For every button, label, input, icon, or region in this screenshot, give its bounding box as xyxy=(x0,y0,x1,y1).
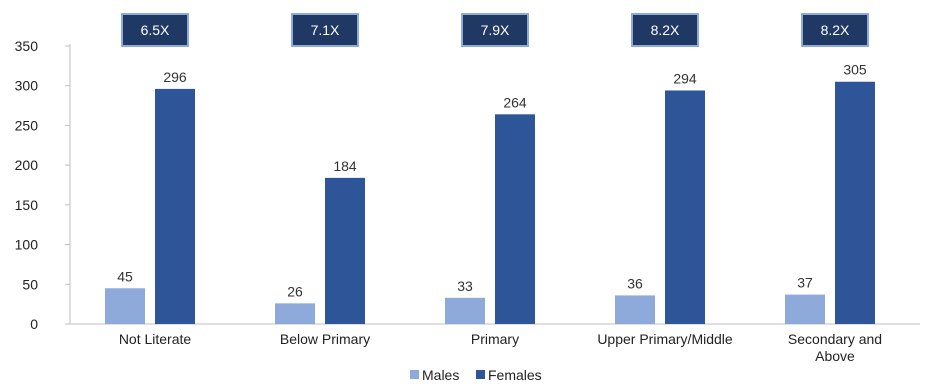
legend-label-males: Males xyxy=(422,367,459,383)
ratio-annotation-box xyxy=(291,13,359,47)
x-category-label: Below Primary xyxy=(280,331,370,347)
ratio-annotation-box xyxy=(631,13,699,47)
bar-females-2 xyxy=(495,114,535,325)
bar-males-1 xyxy=(275,303,315,324)
legend-swatch-females xyxy=(476,370,485,379)
x-category-label: Upper Primary/Middle xyxy=(597,331,733,347)
x-category-label: Not Literate xyxy=(119,331,192,347)
y-tick-label: 150 xyxy=(15,197,39,213)
bar-males-2 xyxy=(445,297,485,324)
data-label-males-0: 45 xyxy=(117,268,133,284)
ratio-annotation-box xyxy=(461,13,529,47)
data-label-females-3: 294 xyxy=(673,70,697,86)
data-label-females-4: 305 xyxy=(843,62,867,78)
bar-females-4 xyxy=(835,81,875,324)
ratio-annotation-text: 8.2X xyxy=(651,22,680,38)
data-label-females-2: 264 xyxy=(503,94,527,110)
ratio-annotation-text: 7.1X xyxy=(311,22,340,38)
bar-males-3 xyxy=(615,295,655,324)
data-label-males-4: 37 xyxy=(797,275,813,291)
bar-females-0 xyxy=(155,88,195,325)
ratio-annotation-text: 8.2X xyxy=(821,22,850,38)
bar-males-0 xyxy=(105,288,145,324)
ratio-annotation-text: 7.9X xyxy=(481,22,510,38)
data-label-males-3: 36 xyxy=(627,275,643,291)
data-label-females-0: 296 xyxy=(163,69,187,85)
y-tick-label: 200 xyxy=(15,157,39,173)
ratio-annotation-box xyxy=(121,13,189,47)
legend-swatch-males xyxy=(410,370,419,379)
y-tick-label: 50 xyxy=(22,276,38,292)
ratio-annotation-box xyxy=(801,13,869,47)
data-label-males-2: 33 xyxy=(457,278,473,294)
y-tick-label: 350 xyxy=(15,38,39,54)
y-tick-label: 300 xyxy=(15,78,39,94)
legend-label-females: Females xyxy=(488,367,542,383)
y-tick-label: 0 xyxy=(30,316,38,332)
bar-males-4 xyxy=(785,294,825,324)
bar-females-3 xyxy=(665,90,705,324)
x-category-label: Secondary and xyxy=(788,331,882,347)
data-label-females-1: 184 xyxy=(333,158,357,174)
data-label-males-1: 26 xyxy=(287,283,303,299)
x-category-label: Above xyxy=(815,348,855,364)
bar-females-1 xyxy=(325,177,365,324)
y-tick-label: 100 xyxy=(15,237,39,253)
y-tick-label: 250 xyxy=(15,117,39,133)
ratio-annotation-text: 6.5X xyxy=(141,22,170,38)
x-category-label: Primary xyxy=(471,331,519,347)
